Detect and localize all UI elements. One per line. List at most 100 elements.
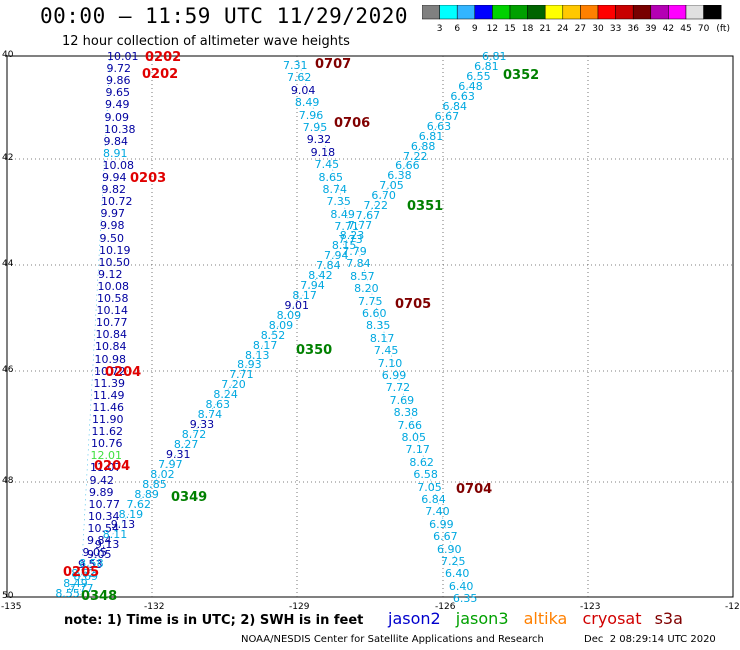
pass-time-label: 0704 xyxy=(456,482,493,497)
s3a-swh-label: 7.69 xyxy=(389,393,415,407)
footer-note: note: 1) Time is in UTC; 2) SWH is in fe… xyxy=(64,613,364,628)
s3a-swh-label: 9.04 xyxy=(290,83,316,97)
cryosat-swh-label: 9.65 xyxy=(105,86,131,100)
longitude-tick-label: -120 xyxy=(725,602,740,612)
cryosat-swh-label: 10.98 xyxy=(94,352,127,366)
map-frame xyxy=(6,55,734,598)
colorbar-tick-label: 15 xyxy=(504,24,515,34)
s3a-swh-label: 7.95 xyxy=(302,121,328,134)
latitude-tick-label: 48 xyxy=(2,476,14,486)
colorbar-tick-label: 18 xyxy=(522,24,534,34)
jason3-swh-label: 8.27 xyxy=(173,438,199,452)
cryosat-swh-label: 9.84 xyxy=(103,134,129,148)
s3a-swh-label: 7.45 xyxy=(373,344,399,358)
jason3-swh-label: 7.62 xyxy=(126,497,152,511)
jason3-swh-label: 6.88 xyxy=(410,139,436,153)
cryosat-swh-label: 10.34 xyxy=(88,509,120,523)
cryosat-swh-label: 9.98 xyxy=(100,219,125,233)
colorbar-tick-label: 45 xyxy=(680,24,691,34)
cryosat-swh-label: 9.50 xyxy=(99,231,125,245)
legend-jason2: jason2 xyxy=(388,609,441,628)
jason3-swh-label: 9.05 xyxy=(87,547,112,561)
jason3-swh-label: 7.22 xyxy=(363,199,389,213)
cryosat-swh-label: 8.69 xyxy=(73,570,99,584)
satellite-legend: jason2 jason3 altika cryosat s3a xyxy=(388,609,683,628)
jason3-swh-label: 8.52 xyxy=(260,328,286,342)
cryosat-swh-label: 10.54 xyxy=(87,521,120,535)
jason3-swh-label: 9.13 xyxy=(110,517,136,531)
jason3-swh-label: 8.42 xyxy=(308,268,333,282)
longitude-tick-label: -126 xyxy=(435,602,456,612)
colorbar-swatch xyxy=(703,5,722,20)
cryosat-swh-label: 10.19 xyxy=(99,243,131,257)
longitude-tick-label: -123 xyxy=(580,602,601,612)
jason3-swh-label: 7.05 xyxy=(379,179,404,193)
cryosat-swh-label: 10.77 xyxy=(88,497,121,511)
s3a-swh-label: 6.40 xyxy=(448,579,474,593)
colorbar-tick-label: 9 xyxy=(472,24,478,34)
s3a-swh-label: 8.74 xyxy=(322,183,348,196)
legend-jason3: jason3 xyxy=(455,609,509,628)
cryosat-swh-label: 10.01 xyxy=(107,50,139,63)
latitude-tick-label: 40 xyxy=(2,50,14,60)
longitude-tick-label: -129 xyxy=(289,602,310,612)
colorbar-tick-label: 3 xyxy=(437,24,443,34)
color-scale-legend: 3 6 9 12 15 18 21 24 27 30 33 36 39 42 45 70 (ft) xyxy=(422,5,730,34)
pass-time-label: 0202 xyxy=(145,50,182,65)
colorbar-tick-label: 42 xyxy=(663,24,674,34)
s3a-swh-label: 8.57 xyxy=(350,269,375,283)
cryosat-swh-label: 9.72 xyxy=(106,62,132,76)
s3a-swh-label: 7.73 xyxy=(338,232,363,246)
cryosat-swh-label: 9.12 xyxy=(98,267,123,281)
s3a-swh-label: 6.40 xyxy=(444,567,470,581)
cryosat-swh-label: 10.08 xyxy=(97,279,130,293)
cryosat-swh-label: 11.49 xyxy=(93,388,125,402)
colorbar-tick-label: 24 xyxy=(557,24,569,34)
jason3-swh-label: 8.74 xyxy=(197,408,223,422)
colorbar-tick-label: 30 xyxy=(592,24,604,34)
s3a-swh-label: 6.99 xyxy=(381,369,407,382)
legend-cryosat: cryosat xyxy=(582,609,642,628)
cryosat-swh-label: 10.58 xyxy=(97,292,129,305)
legend-s3a: s3a xyxy=(654,609,683,628)
jason3-swh-label: 8.09 xyxy=(276,308,302,322)
pass-time-label: 0351 xyxy=(407,199,444,214)
jason3-swh-label: 7.71 xyxy=(229,368,254,382)
latitude-tick-label: 46 xyxy=(2,365,14,375)
jason3-swh-label: 8.11 xyxy=(102,527,128,541)
jason3-swh-label: 6.81 xyxy=(474,59,499,73)
cryosat-swh-label: 10.76 xyxy=(91,437,123,451)
colorbar-unit: (ft) xyxy=(716,24,730,34)
jason3-swh-label: 7.94 xyxy=(324,249,349,262)
s3a-swh-label: 9.18 xyxy=(310,145,336,159)
jason3-swh-label: 8.85 xyxy=(142,477,167,491)
s3a-swh-label: 8.65 xyxy=(318,170,344,184)
pass-time-label: 0705 xyxy=(395,297,432,312)
jason3-swh-label: 8.89 xyxy=(134,487,159,501)
pass-time-label: 0205 xyxy=(63,565,100,580)
jason3-swh-label: 8.15 xyxy=(331,239,357,253)
s3a-swh-label: 7.72 xyxy=(385,381,411,395)
longitude-tick-label: -132 xyxy=(144,602,165,612)
jason3-swh-label: 8.13 xyxy=(245,348,270,362)
s3a-swh-label: 7.25 xyxy=(441,555,466,568)
jason3-swh-label: 8.93 xyxy=(237,358,262,372)
s3a-swh-label: 8.38 xyxy=(393,406,419,420)
jason3-swh-label: 8.49 xyxy=(63,577,88,591)
jason3-swh-label: 6.48 xyxy=(458,79,483,93)
s3a-swh-label: 7.84 xyxy=(346,257,371,271)
cryosat-swh-label: 11.90 xyxy=(92,413,124,426)
cryosat-swh-label: 11.46 xyxy=(92,400,125,414)
pass-time-label: 0202 xyxy=(142,67,179,82)
jason3-swh-label: 6.38 xyxy=(387,169,412,183)
jason3-swh-label: 8.55 xyxy=(55,587,80,601)
cryosat-swh-label: 11.39 xyxy=(93,376,126,390)
cryosat-swh-label: 9.53 xyxy=(78,558,103,572)
s3a-swh-label: 8.20 xyxy=(354,282,379,296)
s3a-swh-label: 6.60 xyxy=(362,307,387,320)
s3a-swh-label: 7.35 xyxy=(326,195,351,209)
cryosat-swh-label: 9.89 xyxy=(89,485,114,499)
pass-time-label: 0349 xyxy=(171,490,208,505)
jason3-swh-label: 7.67 xyxy=(355,209,381,223)
pass-time-label: 0706 xyxy=(334,116,371,131)
